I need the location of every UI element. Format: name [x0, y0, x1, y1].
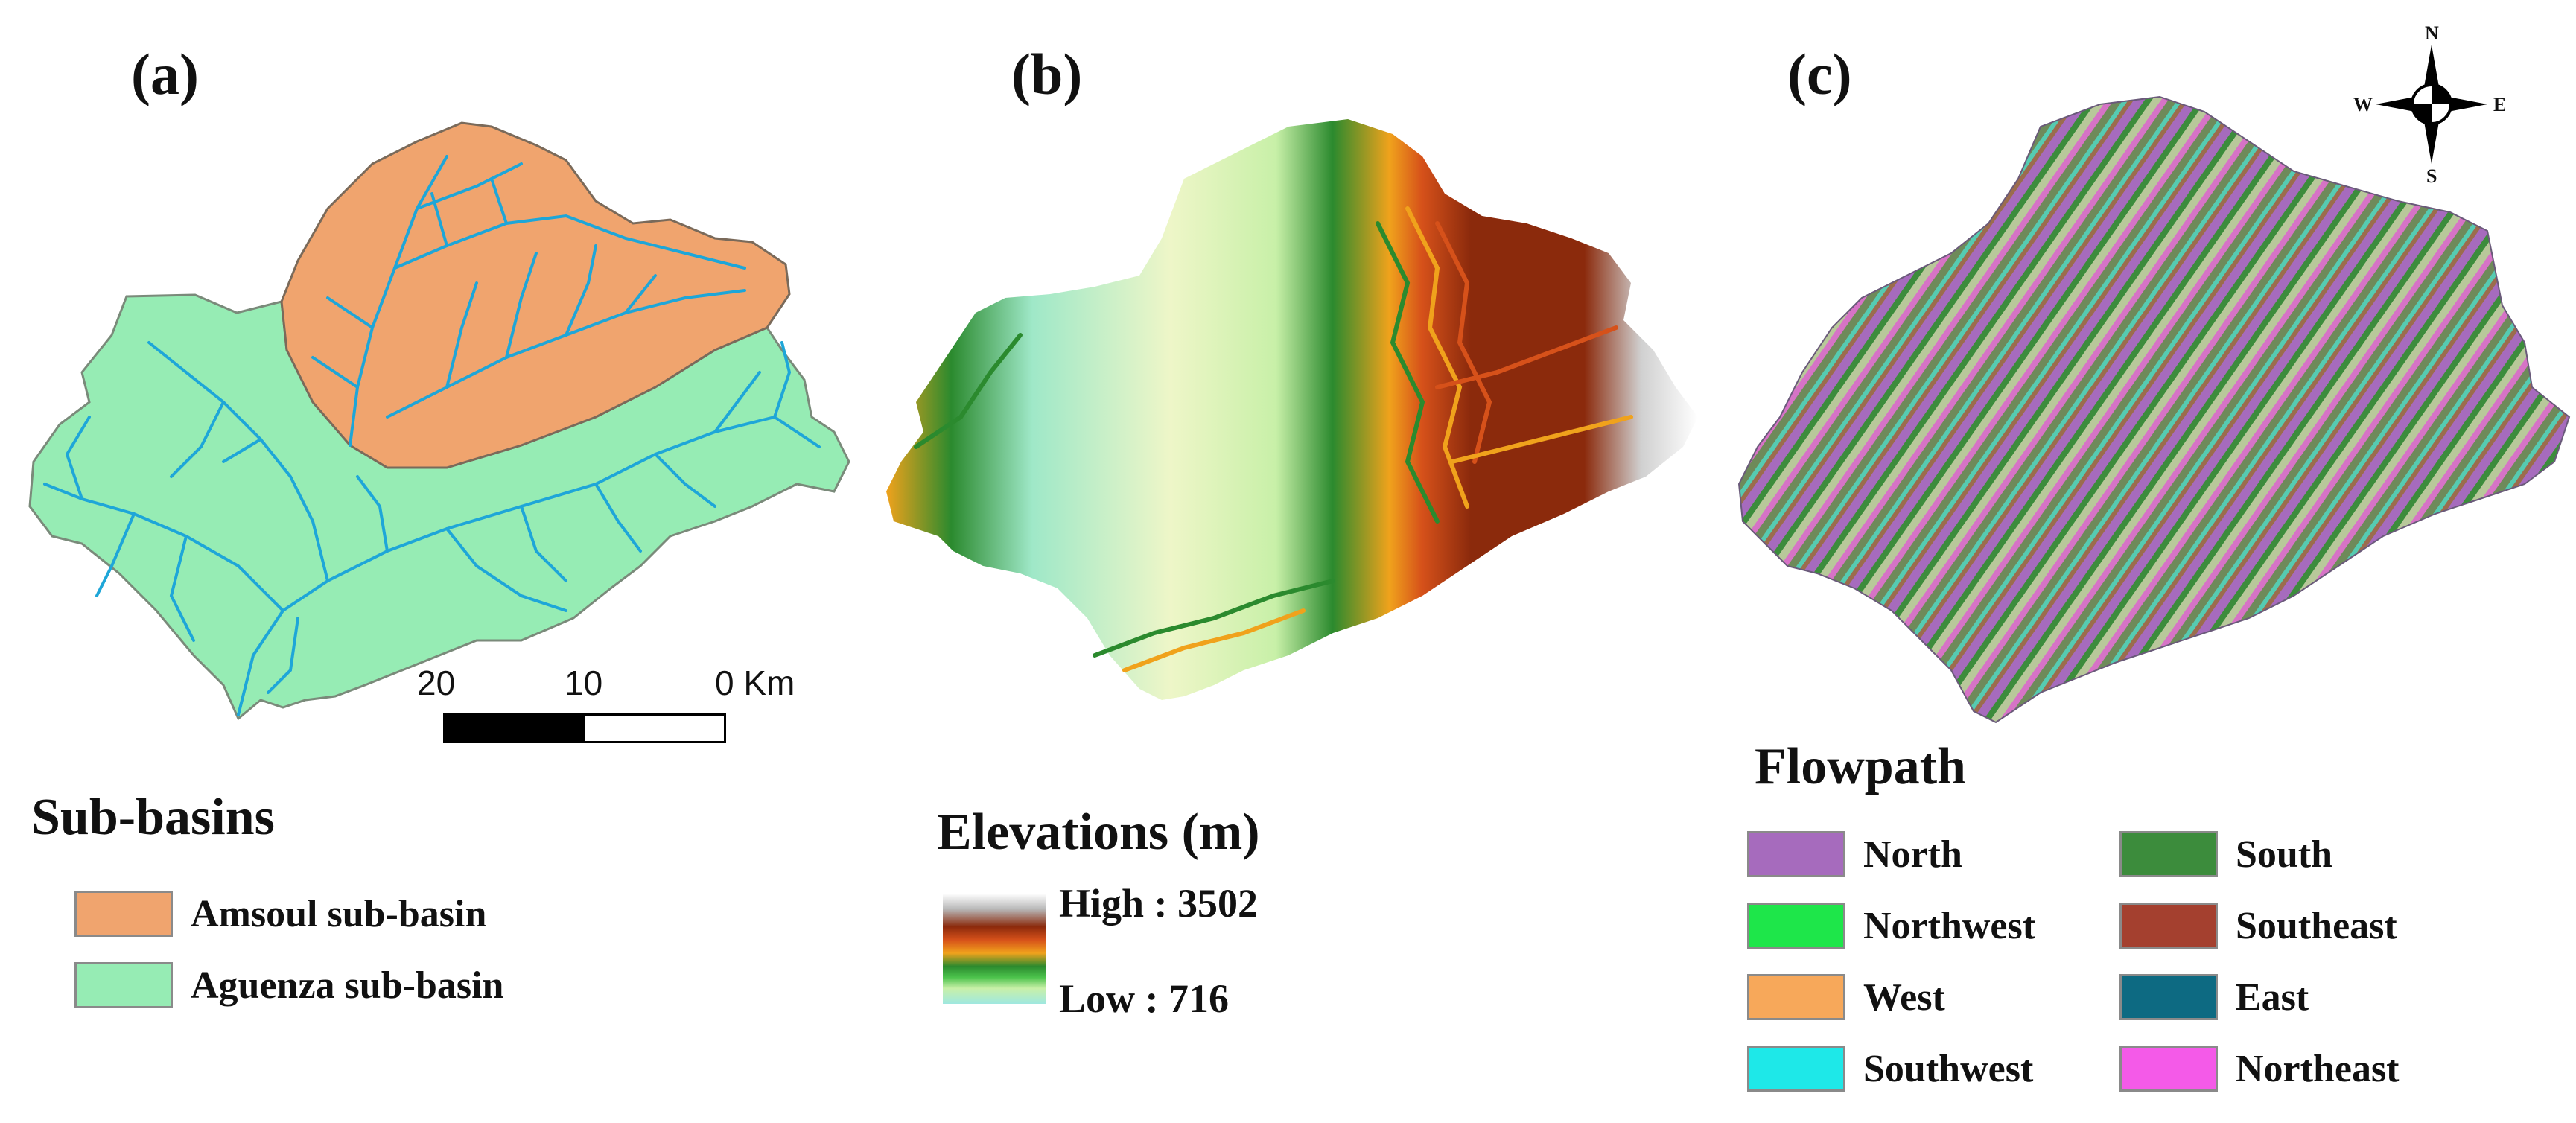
flowpath-raster [1737, 95, 2571, 724]
amsoul-river-network [311, 155, 746, 447]
flowpath-map [1737, 95, 2571, 724]
legend-item-east: East [2119, 974, 2309, 1020]
legend-item-south: South [2119, 831, 2332, 877]
legend-item-west: West [1747, 974, 1945, 1020]
legend-title-elevations: Elevations (m) [937, 804, 1260, 861]
legend-swatch-west [1747, 974, 1845, 1020]
compass-n: N [2425, 22, 2439, 44]
legend-swatch-northwest [1747, 903, 1845, 949]
panel-subbasins: (a) [0, 0, 871, 1123]
legend-swatch-south [2119, 831, 2218, 877]
legend-swatch-amsoul [74, 891, 173, 937]
panel-label-c: (c) [1787, 42, 1852, 106]
scalebar-segment-white [585, 716, 724, 741]
panel-label-b: (b) [1011, 42, 1083, 106]
legend-swatch-east [2119, 974, 2218, 1020]
compass-rose-icon [2376, 45, 2487, 164]
legend-item-northeast: Northeast [2119, 1046, 2400, 1092]
legend-label-southwest: Southwest [1863, 1047, 2034, 1090]
legend-item-southeast: Southeast [2119, 903, 2397, 949]
elevation-map [886, 119, 1698, 700]
legend-label-amsoul: Amsoul sub-basin [191, 892, 487, 935]
aguenza-river-network [43, 341, 821, 716]
scalebar-tick-10: 10 [565, 664, 603, 702]
elevation-low-label: Low : 716 [1059, 976, 1229, 1021]
legend-item-southwest: Southwest [1747, 1046, 2033, 1092]
legend-swatch-northeast [2119, 1046, 2218, 1092]
legend-swatch-southeast [2119, 903, 2218, 949]
elevation-ridge-texture [914, 206, 1633, 672]
legend-item-northwest: Northwest [1747, 903, 2035, 949]
panel-elevations: (b) [871, 0, 1713, 1123]
legend-label-northeast: Northeast [2236, 1047, 2400, 1090]
legend-label-aguenza: Aguenza sub-basin [191, 964, 504, 1007]
legend-label-southeast: Southeast [2236, 904, 2397, 947]
scalebar-tick-20: 20 [417, 664, 456, 702]
legend-item-north: North [1747, 831, 1962, 877]
legend-item-aguenza: Aguenza sub-basin [74, 962, 503, 1008]
legend-swatch-southwest [1747, 1046, 1845, 1092]
legend-title-flowpath: Flowpath [1755, 738, 1966, 795]
legend-item-amsoul: Amsoul sub-basin [74, 891, 486, 937]
north-arrow: N S E W [2353, 22, 2510, 187]
legend-label-northwest: Northwest [1863, 904, 2036, 947]
compass-w: W [2353, 94, 2373, 115]
legend-swatch-aguenza [74, 962, 173, 1008]
compass-s: S [2426, 165, 2437, 187]
elevation-color-ramp [943, 894, 1046, 1004]
legend-label-west: West [1863, 976, 1945, 1019]
compass-e: E [2493, 94, 2507, 115]
legend-title-subbasins: Sub-basins [31, 789, 275, 846]
legend-label-east: East [2236, 976, 2309, 1019]
panel-label-a: (a) [131, 42, 199, 106]
panel-flowpath: (c) N S E W [1713, 0, 2576, 1123]
legend-swatch-north [1747, 831, 1845, 877]
elevation-raster [886, 119, 1698, 700]
scalebar [443, 713, 726, 743]
scalebar-segment-black [445, 716, 585, 741]
subbasin-map [28, 121, 850, 721]
scalebar-tick-0: 0 Km [715, 664, 795, 702]
elevation-high-label: High : 3502 [1059, 881, 1259, 926]
legend-label-south: South [2236, 833, 2333, 876]
legend-label-north: North [1863, 833, 1962, 876]
amsoul-subbasin-area [280, 121, 791, 469]
